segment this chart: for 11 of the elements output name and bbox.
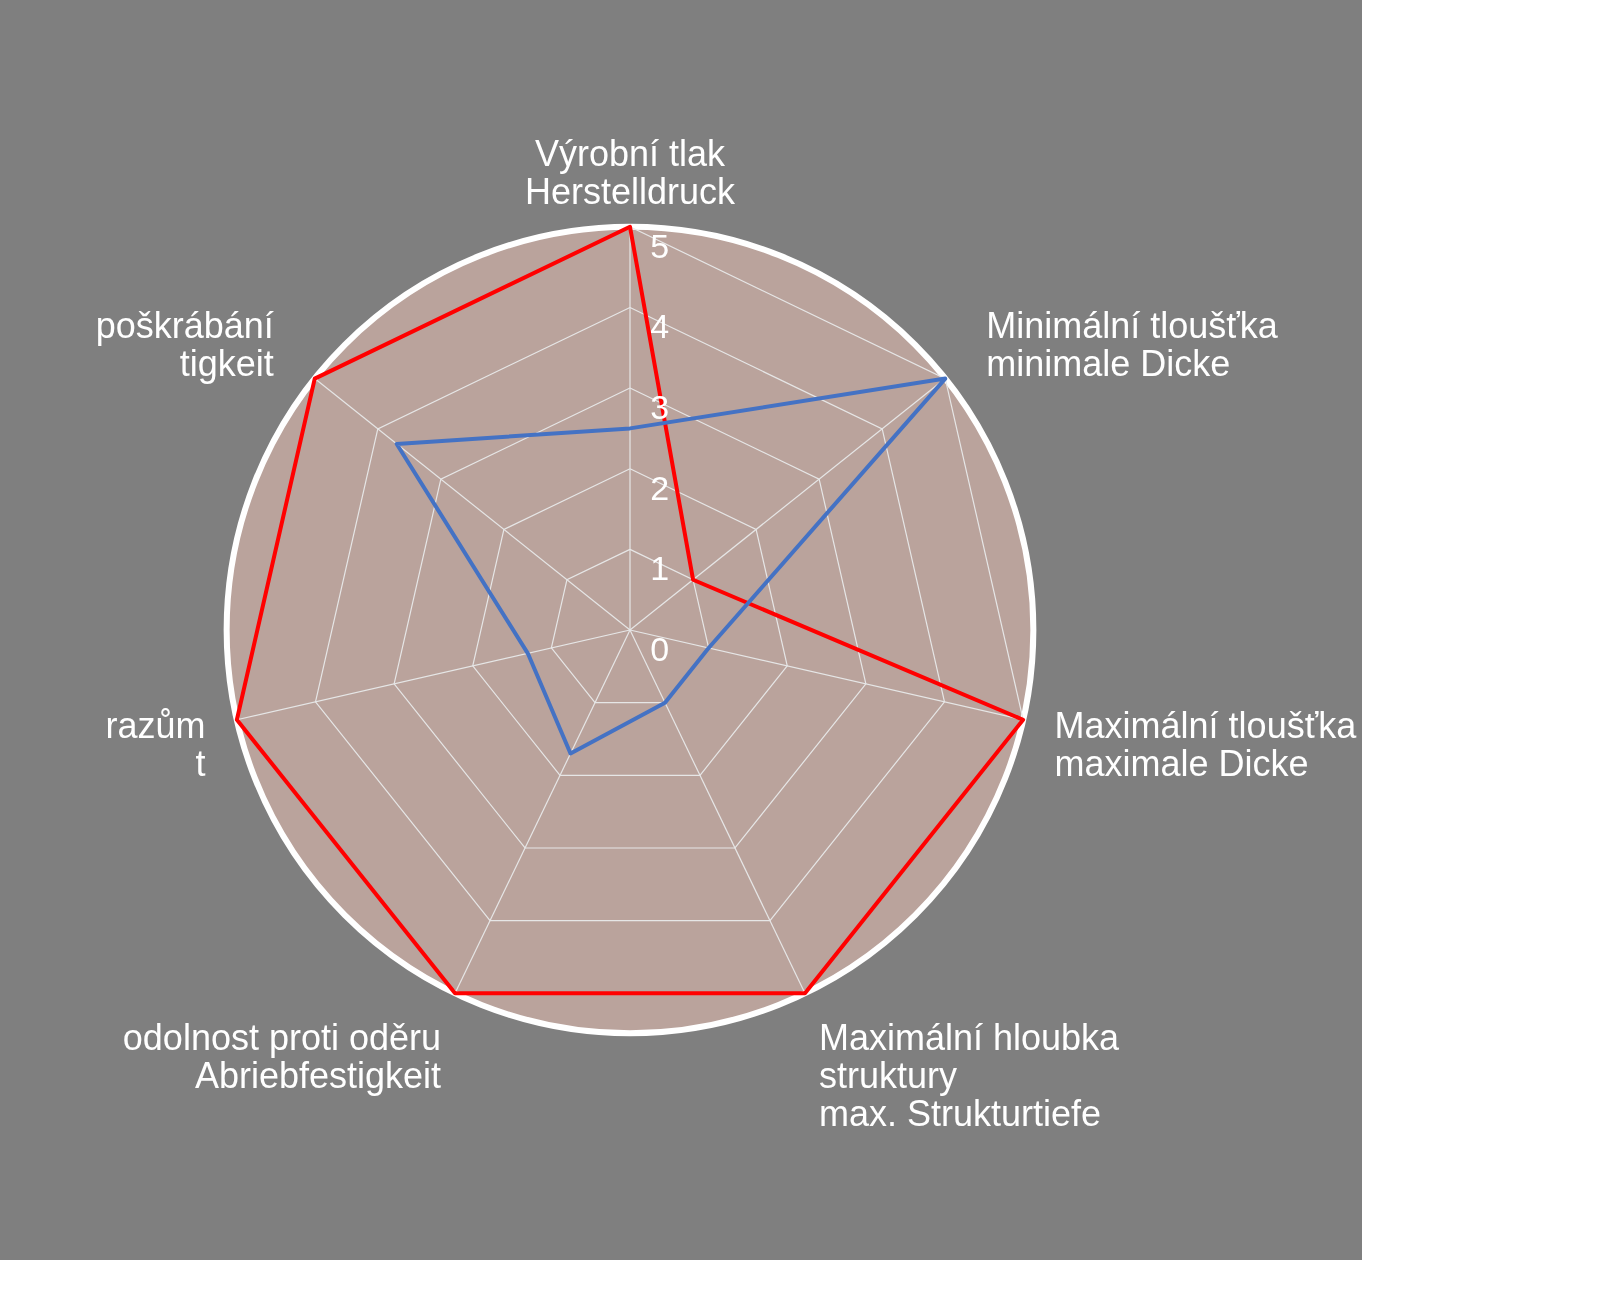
y-tick-label: 0 [650,630,670,668]
spoke-label: Výrobní tlak Herstelldruck [524,133,737,213]
y-tick-label: 5 [650,226,670,265]
spoke-label: razům t [105,704,206,784]
spoke-label: Maximální hloubka struktury max. Strukturtiefe [818,1017,1121,1135]
spoke-label: Minimální tloušťka minimale Dicke [986,304,1279,384]
spoke-label: poškrábání tigkeit [95,304,274,384]
y-tick-label: 2 [650,468,670,507]
y-tick-label: 1 [650,549,670,588]
spoke-label: Maximální tloušťka maximale Dicke [1054,704,1358,784]
spoke-label: odolnost proti oděru Abriebfestigkeit [122,1017,442,1097]
